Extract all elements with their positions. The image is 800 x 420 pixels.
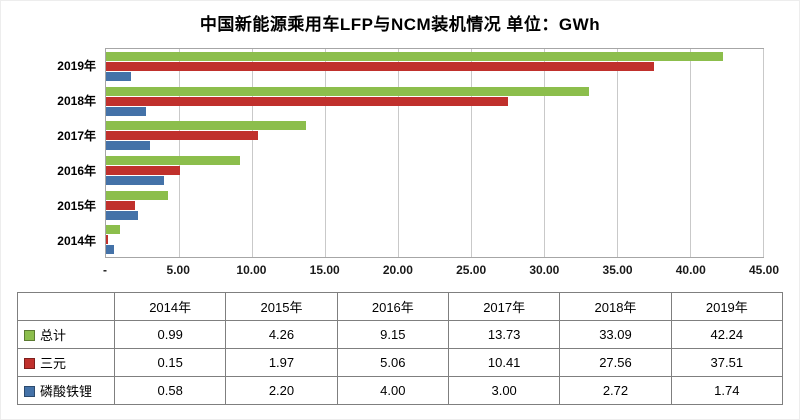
bar-三元: [106, 61, 654, 71]
gridline: [178, 49, 180, 257]
legend-cell: 三元: [17, 348, 115, 377]
bar-磷酸铁锂: [106, 210, 139, 220]
table-header-year: 2014年: [113, 292, 227, 321]
x-axis-label: 40.00: [675, 263, 706, 277]
legend-swatch-icon: [24, 386, 35, 397]
x-axis-label: 20.00: [382, 263, 413, 277]
bar-总计: [106, 121, 307, 131]
y-axis-label: 2019年: [57, 59, 96, 73]
bar-三元: [106, 96, 509, 106]
bar-三元: [106, 131, 258, 141]
y-axis-label: 2015年: [57, 199, 96, 213]
bar-磷酸铁锂: [106, 245, 115, 255]
gridline: [471, 49, 472, 257]
table-header-year: 2016年: [336, 292, 449, 321]
table-value-cell: 4.26: [225, 320, 338, 349]
y-axis-label: 2014年: [57, 234, 96, 248]
x-axis-label: 15.00: [309, 263, 340, 277]
table-row: 磷酸铁锂 0.58 2.20 4.00 3.00 2.72 1.74: [17, 376, 784, 405]
x-axis-label: 25.00: [456, 263, 487, 277]
bar-group-2015年: [106, 188, 763, 223]
table-value-cell: 1.74: [670, 376, 784, 405]
bar-groups: [106, 49, 763, 257]
table-header-year: 2019年: [670, 292, 784, 321]
table-row: 三元 0.15 1.97 5.06 10.41 27.56 37.51: [17, 348, 784, 377]
x-axis-label: 5.00: [166, 263, 190, 277]
bar-三元: [106, 235, 109, 245]
y-axis-label: 2018年: [57, 94, 96, 108]
series-label: 三元: [40, 356, 67, 371]
table-value-cell: 37.51: [670, 348, 784, 377]
y-axis: 2019年 2018年 2017年 2016年 2015年 2014年: [17, 48, 105, 258]
bar-总计: [106, 190, 169, 200]
bar-磷酸铁锂: [106, 71, 132, 81]
table-corner-cell: [17, 292, 115, 321]
bar-group-2019年: [106, 49, 763, 84]
table-value-cell: 3.00: [447, 376, 561, 405]
bar-总计: [106, 86, 590, 96]
plot-area: [105, 48, 764, 258]
table-header-row: 2014年 2015年 2016年 2017年 2018年 2019年: [17, 292, 784, 321]
gridline: [251, 49, 253, 257]
gridline: [689, 49, 691, 257]
legend-swatch-icon: [24, 330, 35, 341]
chart-title: 中国新能源乘用车LFP与NCM装机情况 单位：GWh: [199, 15, 601, 34]
table-value-cell: 2.20: [225, 376, 338, 405]
bar-group-2014年: [106, 222, 763, 257]
bar-总计: [106, 51, 723, 61]
bar-三元: [106, 200, 135, 210]
y-axis-label: 2017年: [57, 129, 96, 143]
gridline: [325, 49, 326, 257]
table-value-cell: 0.15: [113, 348, 227, 377]
bar-磷酸铁锂: [106, 175, 165, 185]
bar-chart: 2019年 2018年 2017年 2016年 2015年 2014年 - 5.00 10.0…: [17, 48, 779, 280]
x-axis-label: 10.00: [236, 263, 267, 277]
bar-三元: [106, 165, 180, 175]
table-header-year: 2018年: [559, 292, 672, 321]
table-value-cell: 0.99: [113, 320, 227, 349]
y-axis-label: 2016年: [57, 164, 96, 178]
legend-swatch-icon: [24, 358, 35, 369]
table-header-year: 2017年: [447, 292, 561, 321]
bar-磷酸铁锂: [106, 106, 146, 116]
gridline: [763, 49, 764, 257]
bar-group-2016年: [106, 153, 763, 188]
table-value-cell: 13.73: [447, 320, 561, 349]
gridline: [544, 49, 545, 257]
plot-column: - 5.00 10.00 15.00 20.00 25.00 30.00 35.00 40.00…: [103, 48, 779, 280]
table-header-year: 2015年: [225, 292, 338, 321]
table-value-cell: 10.41: [447, 348, 561, 377]
x-axis-label: 35.00: [602, 263, 633, 277]
table-value-cell: 33.09: [559, 320, 672, 349]
table-value-cell: 5.06: [336, 348, 449, 377]
bar-磷酸铁锂: [106, 141, 150, 151]
x-axis: - 5.00 10.00 15.00 20.00 25.00 30.00 35.00 40.00…: [103, 258, 779, 280]
table-value-cell: 4.00: [336, 376, 449, 405]
series-label: 磷酸铁锂: [40, 384, 93, 399]
table-value-cell: 42.24: [670, 320, 784, 349]
x-axis-label: 30.00: [529, 263, 560, 277]
bar-总计: [106, 225, 121, 235]
series-label: 总计: [40, 328, 67, 343]
gridline: [397, 49, 399, 257]
legend-cell: 磷酸铁锂: [17, 376, 115, 405]
data-table: 2014年 2015年 2016年 2017年 2018年 2019年总计 0.99 4.26…: [17, 292, 784, 405]
bar-group-2017年: [106, 118, 763, 153]
bar-总计: [106, 155, 240, 165]
legend-cell: 总计: [17, 320, 115, 349]
table-value-cell: 2.72: [559, 376, 672, 405]
bar-group-2018年: [106, 84, 763, 119]
table-value-cell: 0.58: [113, 376, 227, 405]
table-value-cell: 27.56: [559, 348, 672, 377]
table-value-cell: 9.15: [336, 320, 449, 349]
gridline: [617, 49, 618, 257]
x-axis-label: -: [103, 263, 107, 277]
x-axis-label: 45.00: [748, 263, 780, 277]
table-value-cell: 1.97: [225, 348, 338, 377]
table-row: 总计 0.99 4.26 9.15 13.73 33.09 42.24: [17, 320, 784, 349]
